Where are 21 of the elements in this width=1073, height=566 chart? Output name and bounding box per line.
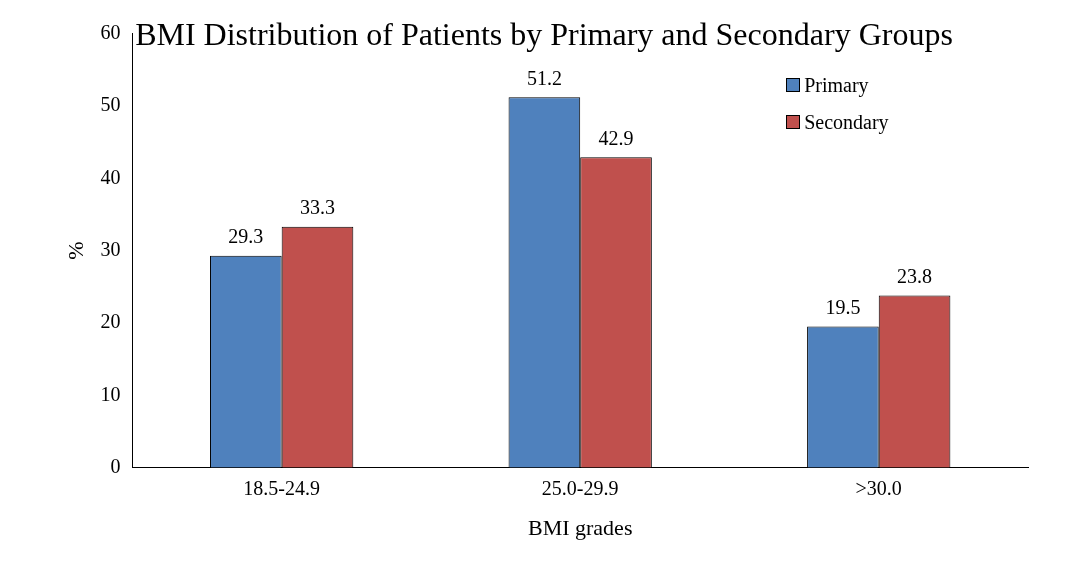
y-tick-label: 50 xyxy=(100,93,121,116)
y-tick-label: 40 xyxy=(100,165,121,188)
y-tick-label: 30 xyxy=(100,237,121,260)
data-label: 51.2 xyxy=(526,66,562,89)
y-axis-title: % xyxy=(62,241,88,260)
chart-title: BMI Distribution of Patients by Primary and Secondary Groups xyxy=(135,16,953,53)
legend-label: Secondary xyxy=(804,110,889,134)
data-label: 33.3 xyxy=(299,195,335,218)
data-label: 19.5 xyxy=(825,295,861,318)
data-label: 42.9 xyxy=(598,126,634,149)
y-tick-label: 0 xyxy=(110,454,121,477)
y-tick-label: 60 xyxy=(100,20,121,43)
data-label: 23.8 xyxy=(897,264,933,287)
x-tick-label: 18.5-24.9 xyxy=(243,476,320,499)
legend-label: Primary xyxy=(804,73,869,97)
x-axis-title: BMI grades xyxy=(527,514,633,540)
x-tick-label: 25.0-29.9 xyxy=(541,476,619,499)
y-tick-label: 10 xyxy=(100,382,121,405)
y-tick-label: 20 xyxy=(100,310,121,333)
data-label: 29.3 xyxy=(228,224,264,247)
x-tick-label: >30.0 xyxy=(855,476,902,499)
